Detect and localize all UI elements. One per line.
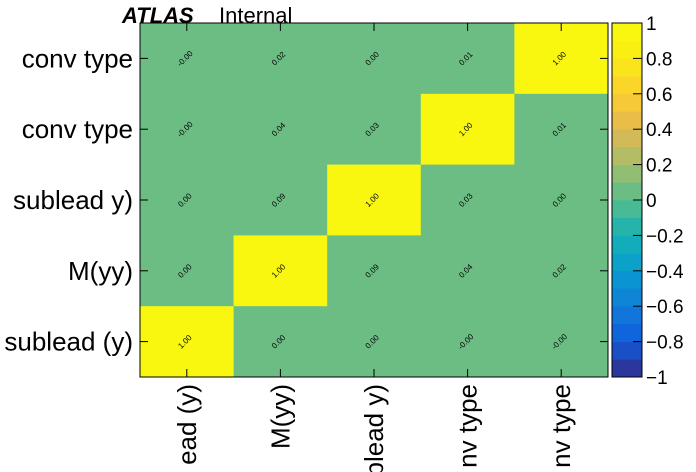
color-bar-step (612, 93, 642, 112)
color-bar-step (612, 76, 642, 95)
heatmap-cell (327, 235, 422, 307)
heatmap-cell (233, 306, 328, 378)
color-bar-step (612, 164, 642, 183)
heatmap-cell (140, 235, 234, 307)
y-axis: conv type conv type sublead y) M(yy) sublead… (4, 43, 608, 357)
heatmap-cell (514, 306, 609, 378)
color-bar-tick-label: 0.4 (646, 120, 673, 141)
color-bar-step (612, 58, 642, 77)
heatmap-cell (327, 93, 422, 165)
heatmap-cell (327, 164, 422, 236)
heatmap-cell (514, 23, 609, 95)
heatmap-cell (420, 235, 515, 307)
color-bar-tick-label: 1 (646, 14, 657, 35)
heatmap-cell (420, 23, 515, 95)
color-bar-step (612, 323, 642, 342)
color-bar-step (612, 253, 642, 272)
color-bar-step (612, 146, 642, 165)
color-bar-step (612, 359, 642, 378)
color-bar-step (612, 40, 642, 59)
heatmap-cell (140, 93, 234, 165)
heatmap-cell (327, 306, 422, 378)
x-tick-label: blead y) (359, 384, 389, 472)
heatmap-cells: -0.00 0.02 0.00 0.01 1.00-0.00 0.04 0.03 1.00 0.… (140, 23, 609, 378)
heatmap-cell (420, 164, 515, 236)
color-bar-step (612, 235, 642, 254)
color-bar-tick-label: 0.8 (646, 49, 672, 70)
color-bar-tick-label: 0 (646, 191, 657, 212)
heatmap-cell (420, 306, 515, 378)
heatmap-cell (514, 235, 609, 307)
color-bar-step (612, 200, 642, 218)
x-tick-label: M(yy) (265, 384, 295, 449)
color-bar-tick-label: −0.6 (646, 297, 684, 318)
heatmap-cell (140, 306, 234, 378)
heatmap-cell (140, 164, 234, 236)
heatmap-cell (233, 93, 328, 165)
color-bar-step (612, 23, 642, 41)
heatmap-cell (514, 164, 609, 236)
heatmap-cell (514, 93, 609, 165)
x-tick-label: ead (y) (172, 384, 202, 465)
color-bar-tick-label: 0.6 (646, 85, 672, 106)
x-tick-label: nv type (453, 384, 483, 468)
color-bar-step (612, 306, 642, 325)
color-bar-step (612, 111, 642, 130)
color-bar-step (612, 129, 642, 148)
x-axis: ead (y) M(yy) blead y) nv type nv type (172, 23, 576, 472)
y-tick-label: sublead y) (13, 185, 133, 215)
color-bar-step (612, 341, 642, 360)
heatmap-cell (233, 235, 328, 307)
color-bar-step (612, 288, 642, 307)
heatmap-cell (420, 93, 515, 165)
color-bar-step (612, 182, 642, 201)
color-bar-tick-label: −1 (646, 368, 668, 389)
y-tick-label: conv type (22, 43, 133, 73)
color-bar-tick-label: −0.2 (646, 226, 684, 247)
color-bar-tick-label: −0.4 (646, 262, 684, 283)
y-tick-label: sublead (y) (4, 327, 133, 357)
color-bar-tick-label: 0.2 (646, 156, 672, 177)
heatmap-cell (327, 23, 422, 95)
x-tick-label: nv type (546, 384, 576, 468)
color-bar: 1 0.8 0.6 0.4 0.2 0 −0.2 −0.4 −0.6 −0.8 −1 (611, 14, 684, 389)
heatmap-cell (233, 23, 328, 95)
heatmap-cell (233, 164, 328, 236)
heatmap-cell (140, 23, 234, 95)
color-bar-step (612, 217, 642, 236)
y-tick-label: conv type (22, 114, 133, 144)
color-bar-tick-label: −0.8 (646, 333, 684, 354)
y-tick-label: M(yy) (68, 256, 133, 286)
color-bar-step (612, 270, 642, 289)
